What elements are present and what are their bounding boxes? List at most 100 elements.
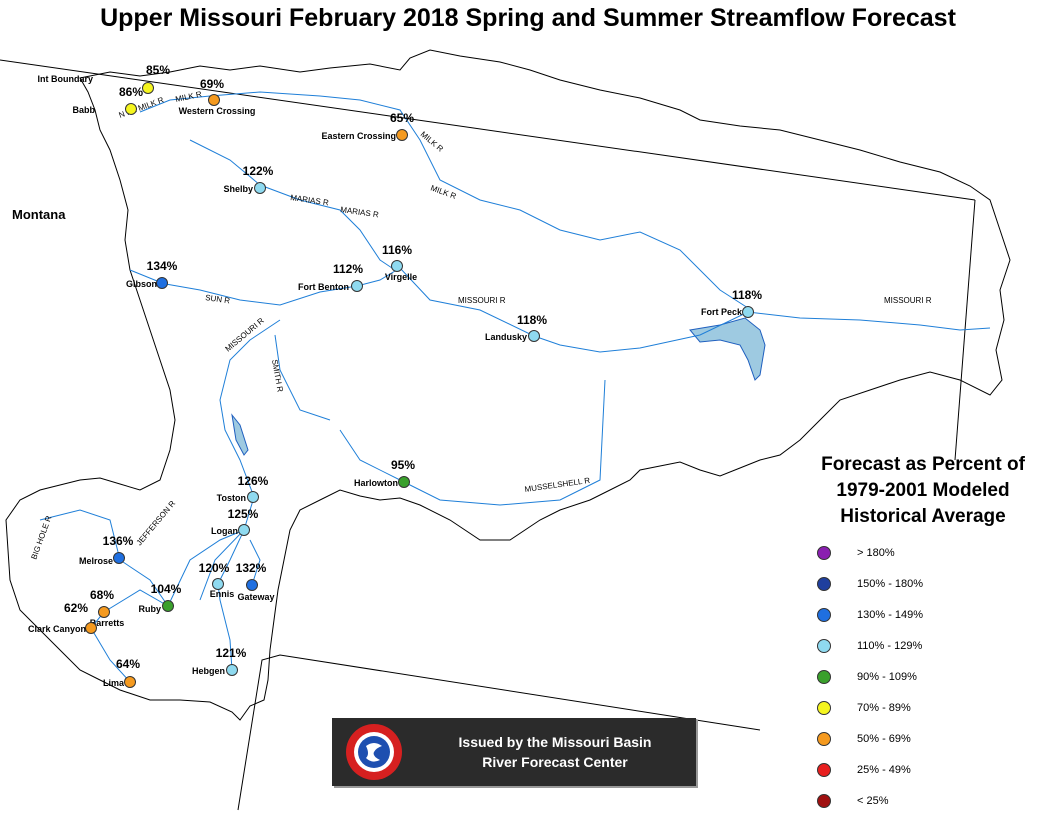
legend-item: 90% - 109% — [817, 669, 917, 685]
station-dot — [156, 277, 168, 289]
station-name: Fort Benton — [298, 282, 349, 292]
legend-swatch — [817, 608, 831, 622]
legend-item: < 25% — [817, 793, 889, 809]
station-name: Clark Canyon — [28, 624, 86, 634]
station-percent: 104% — [151, 582, 182, 596]
legend-label: 50% - 69% — [857, 733, 911, 745]
station-dot — [85, 622, 97, 634]
marias-river-line — [189, 139, 396, 271]
station-marker: 120% Ennis — [199, 561, 235, 599]
canada-border — [0, 59, 976, 201]
station-name: Western Crossing — [179, 106, 256, 116]
station-percent: 134% — [147, 259, 178, 273]
fort-peck-lake — [689, 317, 766, 381]
legend-swatch — [817, 546, 831, 560]
legend-swatch — [817, 701, 831, 715]
legend-label: > 180% — [857, 547, 895, 559]
station-marker: 64% Lima — [103, 657, 140, 688]
station-marker: 122% Shelby — [223, 164, 274, 194]
station-name: Melrose — [79, 556, 113, 566]
station-name: Ruby — [139, 604, 162, 614]
station-dot — [398, 476, 410, 488]
banner-text: Issued by the Missouri Basin River Forec… — [414, 732, 696, 772]
legend-swatch — [817, 577, 831, 591]
station-name: Virgelle — [385, 272, 417, 282]
basin-outline — [5, 49, 1011, 721]
banner-line: River Forecast Center — [482, 754, 628, 770]
station-percent: 69% — [200, 77, 224, 91]
station-marker: 86% Babb — [73, 85, 143, 115]
legend-title-line: Forecast as Percent of — [821, 454, 1025, 475]
station-name: Logan — [211, 526, 238, 536]
station-marker: 69% Western Crossing — [179, 77, 256, 116]
station-marker: 116% Virgelle — [382, 243, 417, 282]
station-percent: 126% — [238, 474, 269, 488]
missouri-river-line — [159, 267, 991, 353]
legend-label: 150% - 180% — [857, 578, 924, 590]
legend-label: 90% - 109% — [857, 671, 917, 683]
legend-swatch — [817, 794, 831, 808]
station-percent: 65% — [390, 111, 414, 125]
gallatin-river-line — [249, 539, 261, 586]
station-name: Gateway — [237, 592, 274, 602]
station-dot — [113, 552, 125, 564]
station-name: Barretts — [90, 618, 125, 628]
river-label: MISSOURI R — [224, 316, 266, 354]
station-marker: 126% Toston — [217, 474, 269, 503]
station-percent: 118% — [517, 313, 547, 327]
station-percent: 120% — [199, 561, 230, 575]
legend-swatch — [817, 639, 831, 653]
river-label: MISSOURI R — [458, 296, 506, 305]
station-marker: 118% Landusky — [485, 313, 547, 342]
station-name: Harlowton — [354, 478, 398, 488]
station-dot — [247, 491, 259, 503]
river-label: MILK R — [429, 183, 457, 201]
state-label-montana: Montana — [12, 207, 66, 222]
legend-item: 50% - 69% — [817, 731, 911, 747]
station-percent: 86% — [119, 85, 143, 99]
station-dot — [98, 606, 110, 618]
legend-swatch — [817, 732, 831, 746]
station-name: Shelby — [223, 184, 253, 194]
station-name: Ennis — [210, 589, 235, 599]
legend-swatch — [817, 670, 831, 684]
station-dot — [238, 524, 250, 536]
station-marker: 121% Hebgen — [192, 646, 247, 676]
jefferson-river-line — [39, 509, 245, 607]
legend-label: 25% - 49% — [857, 764, 911, 776]
station-marker: 136% Melrose — [79, 534, 134, 566]
station-percent: 85% — [146, 63, 170, 77]
milk-river-line — [139, 91, 749, 309]
upper-missouri-line — [199, 319, 281, 601]
station-dot — [246, 579, 258, 591]
station-percent: 125% — [228, 507, 259, 521]
station-marker: 132% Gateway — [236, 561, 275, 602]
station-percent: 118% — [732, 288, 762, 302]
state-border-south — [237, 654, 761, 811]
station-marker: 125% Logan — [211, 507, 259, 536]
station-marker: 104% Ruby — [139, 582, 182, 614]
station-percent: 136% — [103, 534, 134, 548]
banner-line: Issued by the Missouri Basin — [458, 734, 652, 750]
musselshell-river-line — [339, 379, 606, 506]
river-label: SUN R — [205, 293, 231, 305]
station-percent: 64% — [116, 657, 140, 671]
river-label: MARIAS R — [340, 205, 380, 219]
legend-title: Forecast as Percent of 1979-2001 Modeled… — [790, 452, 1056, 530]
issuer-banner: Issued by the Missouri Basin River Forec… — [332, 718, 696, 786]
map-title: Upper Missouri February 2018 Spring and … — [100, 4, 956, 32]
station-percent: 132% — [236, 561, 267, 575]
madison-river-line — [217, 529, 245, 671]
station-dot — [528, 330, 540, 342]
legend-item: 130% - 149% — [817, 607, 923, 623]
station-marker: 134% Gibson — [126, 259, 178, 289]
station-dot — [208, 94, 220, 106]
station-dot — [212, 578, 224, 590]
station-name: Lima — [103, 678, 125, 688]
station-marker: 118% Fort Peck — [701, 288, 762, 318]
station-dot — [226, 664, 238, 676]
river-label: MARIAS R — [290, 193, 330, 207]
legend-item: > 180% — [817, 545, 895, 561]
river-label: SMITH R — [270, 359, 285, 393]
station-marker: 65% Eastern Crossing — [321, 111, 414, 141]
